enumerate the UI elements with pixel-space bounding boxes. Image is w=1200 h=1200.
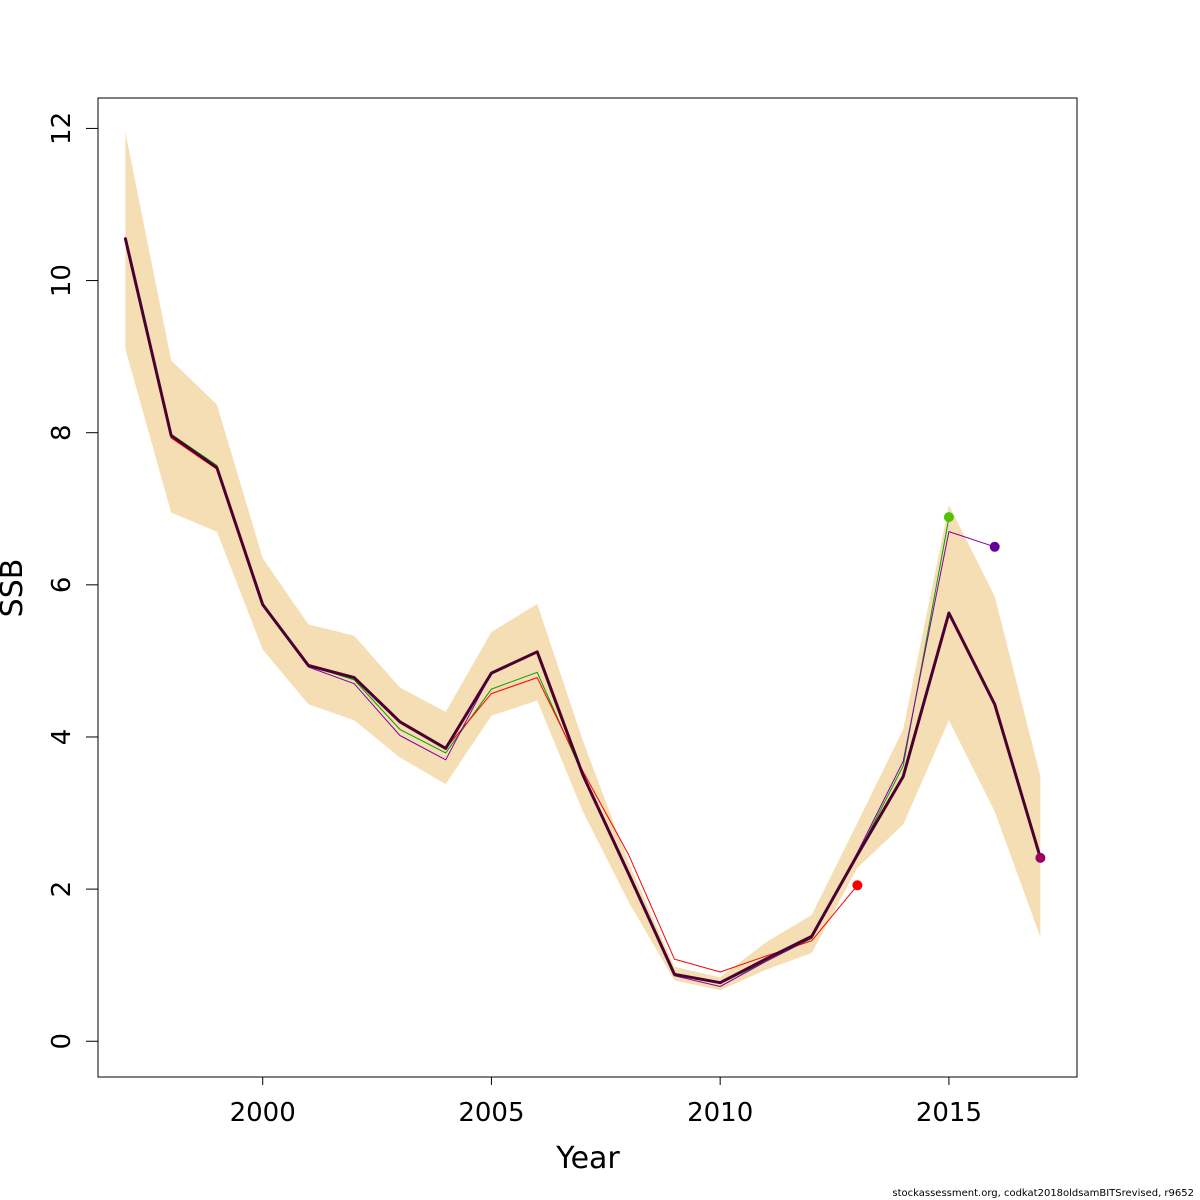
x-axis: 2000 2005 2010 2015 [230, 1077, 982, 1128]
confidence-band-layer [125, 132, 1041, 991]
end-point-4 [1035, 852, 1046, 863]
series-line-4 [123, 237, 1042, 985]
end-point-2 [943, 512, 954, 523]
y-tick-label-2: 2 [47, 881, 77, 898]
series-layer [123, 237, 1042, 987]
y-tick-label-0: 0 [47, 1033, 77, 1050]
footer-credit: stockassessment.org, codkat2018oldsamBIT… [892, 1188, 1194, 1199]
end-point-1 [852, 880, 863, 891]
end-points-layer [852, 512, 1046, 891]
confidence-band [125, 132, 1041, 991]
end-point-3 [989, 541, 1000, 552]
y-tick-label-8: 8 [47, 424, 77, 441]
x-tick-label-2005: 2005 [458, 1098, 524, 1128]
x-axis-title: Year [555, 1141, 620, 1176]
x-tick-label-2015: 2015 [916, 1098, 982, 1128]
y-tick-label-12: 12 [47, 112, 77, 145]
y-axis-title: SSB [0, 559, 30, 618]
y-tick-label-10: 10 [47, 264, 77, 297]
y-axis: 0 2 4 6 8 10 12 [47, 112, 98, 1050]
x-tick-label-2000: 2000 [230, 1098, 296, 1128]
y-tick-label-4: 4 [47, 729, 77, 746]
plot-frame [97, 97, 1078, 1078]
series-line-2 [124, 238, 858, 973]
y-tick-label-6: 6 [47, 577, 77, 594]
x-tick-label-2010: 2010 [687, 1098, 753, 1128]
